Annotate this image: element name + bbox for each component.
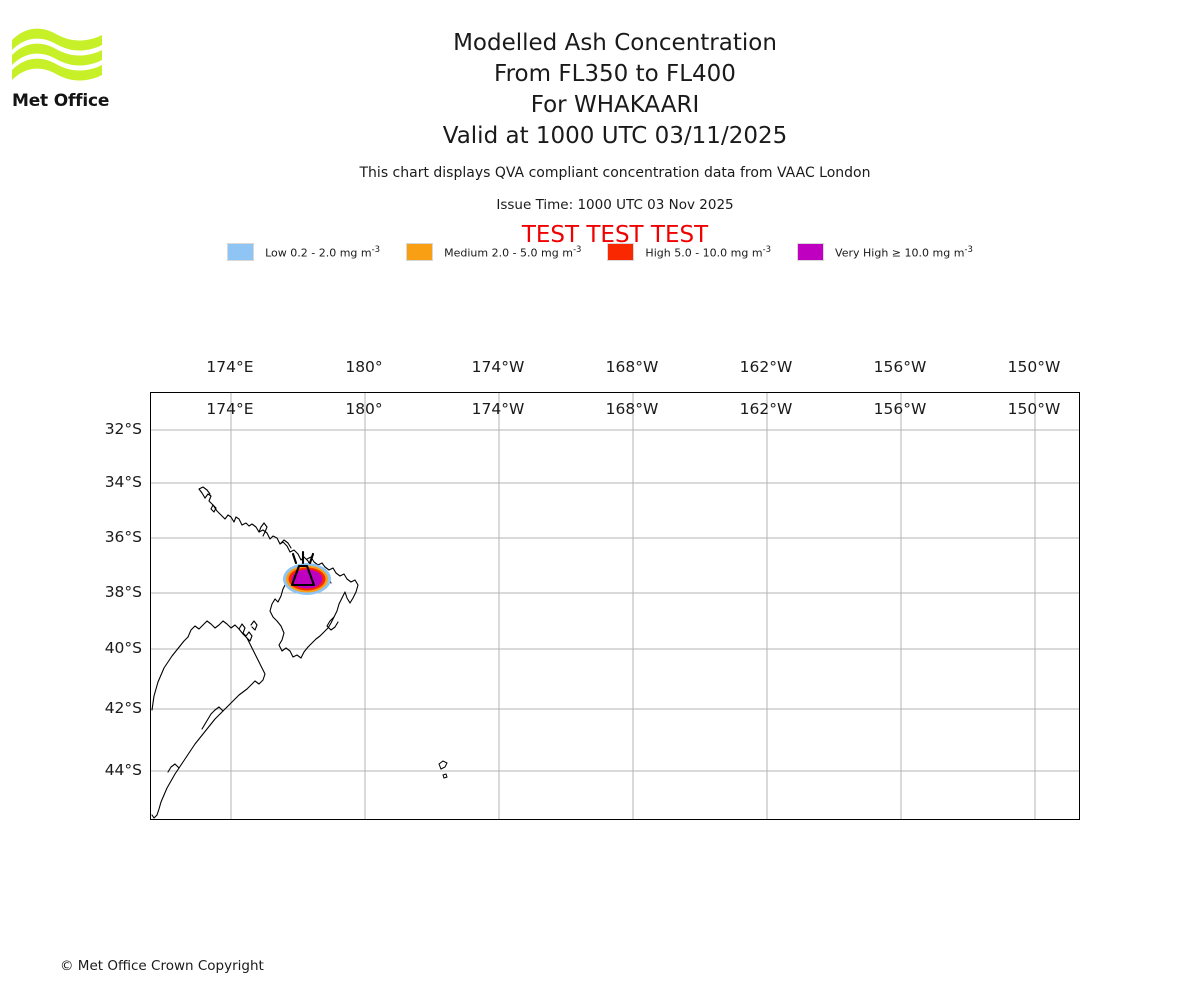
met-office-wordmark: Met Office [12, 91, 110, 111]
legend-label-medium: Medium 2.0 - 5.0 mg m-3 [444, 244, 582, 260]
legend-item-medium: Medium 2.0 - 5.0 mg m-3 [406, 243, 581, 261]
lon-tick-bottom-6: 150°W [1007, 400, 1061, 418]
legend-swatch-medium [406, 243, 434, 261]
legend-swatch-very-high [797, 243, 825, 261]
ash-concentration-map: 174°E 180° 174°W 168°W 162°W 156°W 150°W 174°E… [105, 358, 1080, 820]
lat-tick-6: 44°S [104, 761, 142, 779]
lon-tick-top-1: 180° [345, 358, 383, 376]
ash-contour-3 [291, 569, 323, 589]
map-gridlines [151, 393, 1079, 819]
lat-tick-1: 34°S [104, 473, 142, 491]
volcano-name-line: For WHAKAARI [530, 92, 700, 118]
lon-tick-top-6: 150°W [1007, 358, 1061, 376]
data-source-note: This chart displays QVA compliant concen… [359, 165, 871, 181]
chatham-islands [438, 760, 448, 779]
legend-swatch-low [227, 243, 255, 261]
legend-item-high: High 5.0 - 10.0 mg m-3 [607, 243, 771, 261]
legend-item-very-high: Very High ≥ 10.0 mg m-3 [797, 243, 973, 261]
lon-tick-top-2: 174°W [471, 358, 525, 376]
met-office-logo: Met Office [12, 28, 120, 113]
legend-label-high: High 5.0 - 10.0 mg m-3 [645, 244, 772, 260]
lon-tick-top-3: 168°W [605, 358, 659, 376]
lat-tick-2: 36°S [104, 528, 142, 546]
lat-tick-3: 38°S [104, 583, 142, 601]
flight-level-line: From FL350 to FL400 [494, 61, 736, 87]
map-frame [150, 392, 1080, 820]
legend-label-low: Low 0.2 - 2.0 mg m-3 [265, 244, 381, 260]
lon-tick-top-0: 174°E [206, 358, 254, 376]
concentration-legend: Low 0.2 - 2.0 mg m-3 Medium 2.0 - 5.0 mg … [0, 243, 1200, 261]
issue-time-line: Issue Time: 1000 UTC 03 Nov 2025 [496, 197, 734, 213]
lon-tick-top-4: 162°W [739, 358, 793, 376]
lat-tick-5: 42°S [104, 699, 142, 717]
legend-label-very-high: Very High ≥ 10.0 mg m-3 [835, 244, 973, 260]
page-title: Modelled Ash Concentration [453, 30, 777, 56]
coastline [151, 486, 359, 819]
lat-tick-0: 32°S [104, 420, 142, 438]
copyright-footer: © Met Office Crown Copyright [60, 958, 264, 974]
met-office-waves-logo [12, 28, 102, 81]
legend-item-low: Low 0.2 - 2.0 mg m-3 [227, 243, 380, 261]
lon-tick-bottom-1: 180° [345, 400, 383, 418]
lon-tick-bottom-4: 162°W [739, 400, 793, 418]
valid-time-line: Valid at 1000 UTC 03/11/2025 [442, 123, 788, 149]
title-block: Modelled Ash Concentration From FL350 to… [130, 28, 1100, 250]
lon-tick-bottom-5: 156°W [873, 400, 927, 418]
lon-tick-bottom-0: 174°E [206, 400, 254, 418]
lon-tick-bottom-3: 168°W [605, 400, 659, 418]
lon-tick-top-5: 156°W [873, 358, 927, 376]
map-canvas [151, 393, 1079, 819]
lat-tick-4: 40°S [104, 639, 142, 657]
legend-swatch-high [607, 243, 635, 261]
lon-tick-bottom-2: 174°W [471, 400, 525, 418]
volcano-marker-icon [290, 550, 316, 587]
